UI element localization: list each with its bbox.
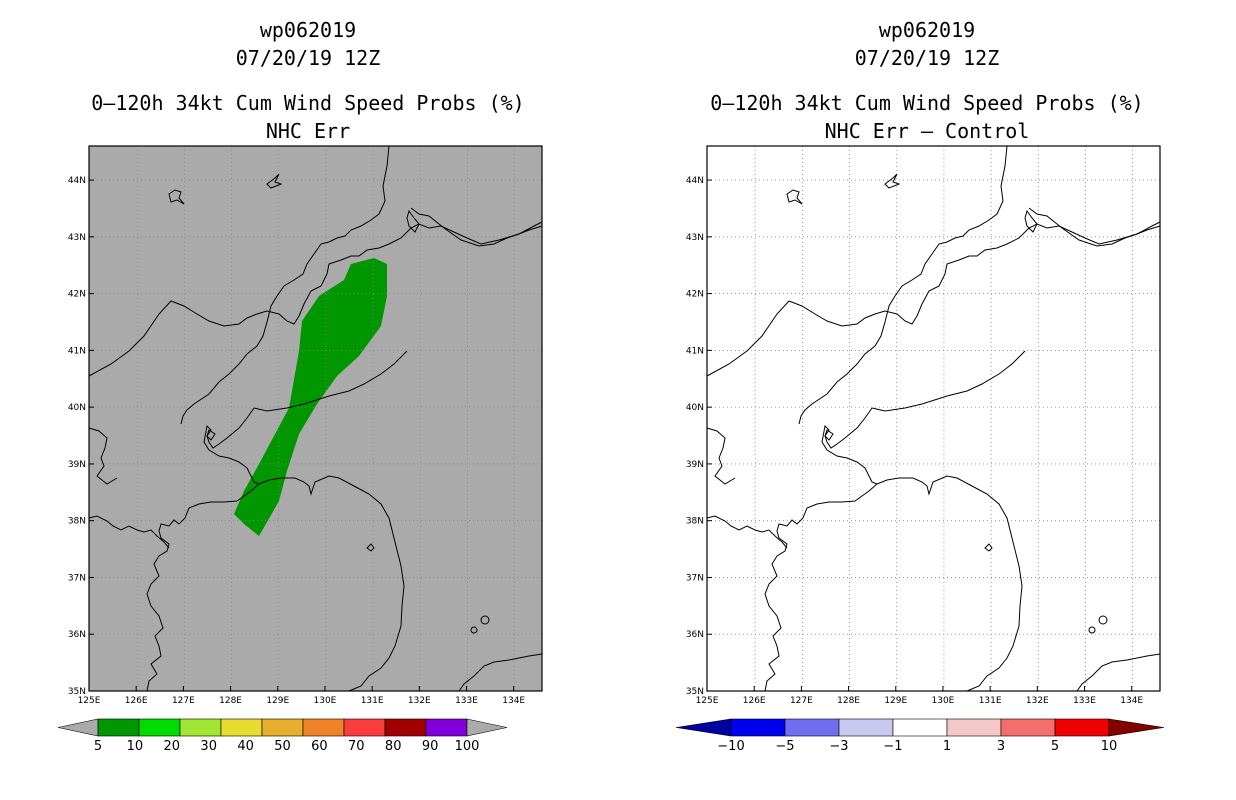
lat-tick-label: 38N [686,517,704,527]
colorbar-right-arrow [466,718,508,737]
colorbar-label: −10 [717,739,744,754]
lon-tick-label: 130E [932,696,955,706]
right-title-date: 07/20/19 12Z [854,46,1000,70]
colorbar-segment [138,718,181,737]
lat-tick-label: 40N [686,403,704,413]
colorbar-segment [179,718,222,737]
colorbar-segment [261,718,304,737]
colorbar-segment [946,718,1002,737]
right-map-background [707,146,1160,691]
left-title-date: 07/20/19 12Z [235,46,381,70]
lat-tick-label: 42N [686,290,704,300]
lat-tick-label: 37N [686,573,704,583]
colorbar-right-arrow [1108,718,1165,737]
colorbar-segment [784,718,840,737]
colorbar-segment [425,718,468,737]
lat-tick-label: 44N [68,176,86,186]
colorbar-segment [302,718,345,737]
colorbar-label: 20 [164,739,181,754]
lat-tick-label: 42N [68,290,86,300]
lat-tick-label: 38N [68,517,86,527]
lon-tick-label: 129E [884,696,907,706]
colorbar-label: 5 [1051,739,1059,754]
lon-tick-label: 131E [361,696,384,706]
lon-tick-label: 125E [696,696,719,706]
right-title-product: 0–120h 34kt Cum Wind Speed Probs (%) [710,91,1144,115]
colorbar-label: −1 [883,739,902,754]
lon-tick-label: 125E [78,696,101,706]
colorbar-label: 70 [348,739,365,754]
lat-tick-label: 35N [686,687,704,697]
colorbar-segment [892,718,948,737]
colorbar-segment [730,718,786,737]
lon-tick-label: 128E [219,696,242,706]
colorbar-label: 50 [274,739,291,754]
left-title-storm-id: wp062019 [259,18,357,42]
colorbar-left-arrow [57,718,99,737]
colorbar-segment [1000,718,1056,737]
lon-tick-label: 134E [502,696,525,706]
colorbar-segment [1054,718,1110,737]
colorbar-label: −5 [775,739,794,754]
lon-tick-label: 134E [1120,696,1143,706]
lon-tick-label: 127E [172,696,195,706]
colorbar-label: 40 [237,739,254,754]
left-colorbar: 5 10 20 30 40 50 60 70 80 90 100 [57,718,508,754]
left-title-subtitle: NHC Err [265,119,351,143]
wind-probability-swath [234,258,387,536]
right-map-frame [706,145,1161,692]
lon-tick-label: 132E [1026,696,1049,706]
lon-tick-label: 133E [1073,696,1096,706]
lat-tick-label: 43N [686,233,704,243]
colorbar-label: −3 [829,739,848,754]
lat-tick-label: 39N [686,460,704,470]
lat-tick-label: 43N [68,233,86,243]
lat-tick-label: 41N [68,346,86,356]
colorbar-segment [97,718,140,737]
colorbar-label: 3 [997,739,1005,754]
left-gridlines [89,146,542,691]
right-gridlines [707,146,1160,691]
left-map-panel: 125E 126E 127E 128E 129E 130E 131E 132E 133E 134E… [68,145,543,706]
lat-tick-label: 36N [686,630,704,640]
lon-tick-label: 129E [266,696,289,706]
colorbar-segment [343,718,386,737]
right-map-panel: 125E 126E 127E 128E 129E 130E 131E 132E 133E 134E… [686,145,1161,706]
lat-tick-label: 36N [68,630,86,640]
colorbar-label: 1 [943,739,951,754]
lon-tick-label: 133E [455,696,478,706]
colorbar-label: 100 [455,739,480,754]
colorbar-segment [384,718,427,737]
lat-tick-label: 37N [68,573,86,583]
colorbar-label: 10 [1101,739,1118,754]
right-title-subtitle: NHC Err – Control [824,119,1030,143]
colorbar-label: 10 [127,739,144,754]
colorbar-segment [220,718,263,737]
lon-tick-label: 131E [979,696,1002,706]
lon-tick-label: 127E [790,696,813,706]
lat-tick-label: 35N [68,687,86,697]
left-map-background [89,146,542,691]
lon-tick-label: 132E [408,696,431,706]
colorbar-label: 90 [422,739,439,754]
colorbar-label: 80 [385,739,402,754]
lat-tick-label: 39N [68,460,86,470]
left-title-product: 0–120h 34kt Cum Wind Speed Probs (%) [91,91,525,115]
colorbar-label: 60 [311,739,328,754]
lon-tick-label: 128E [837,696,860,706]
lon-tick-label: 126E [125,696,148,706]
lon-tick-label: 130E [314,696,337,706]
lat-tick-label: 41N [686,346,704,356]
lon-tick-label: 126E [743,696,766,706]
lat-tick-label: 44N [686,176,704,186]
right-colorbar: −10 −5 −3 −1 1 3 5 10 [675,718,1165,754]
left-map-frame [88,145,543,692]
colorbar-label: 5 [94,739,102,754]
lat-tick-label: 40N [68,403,86,413]
colorbar-segment [838,718,894,737]
colorbar-left-arrow [675,718,732,737]
right-title-storm-id: wp062019 [878,18,976,42]
colorbar-label: 30 [200,739,217,754]
